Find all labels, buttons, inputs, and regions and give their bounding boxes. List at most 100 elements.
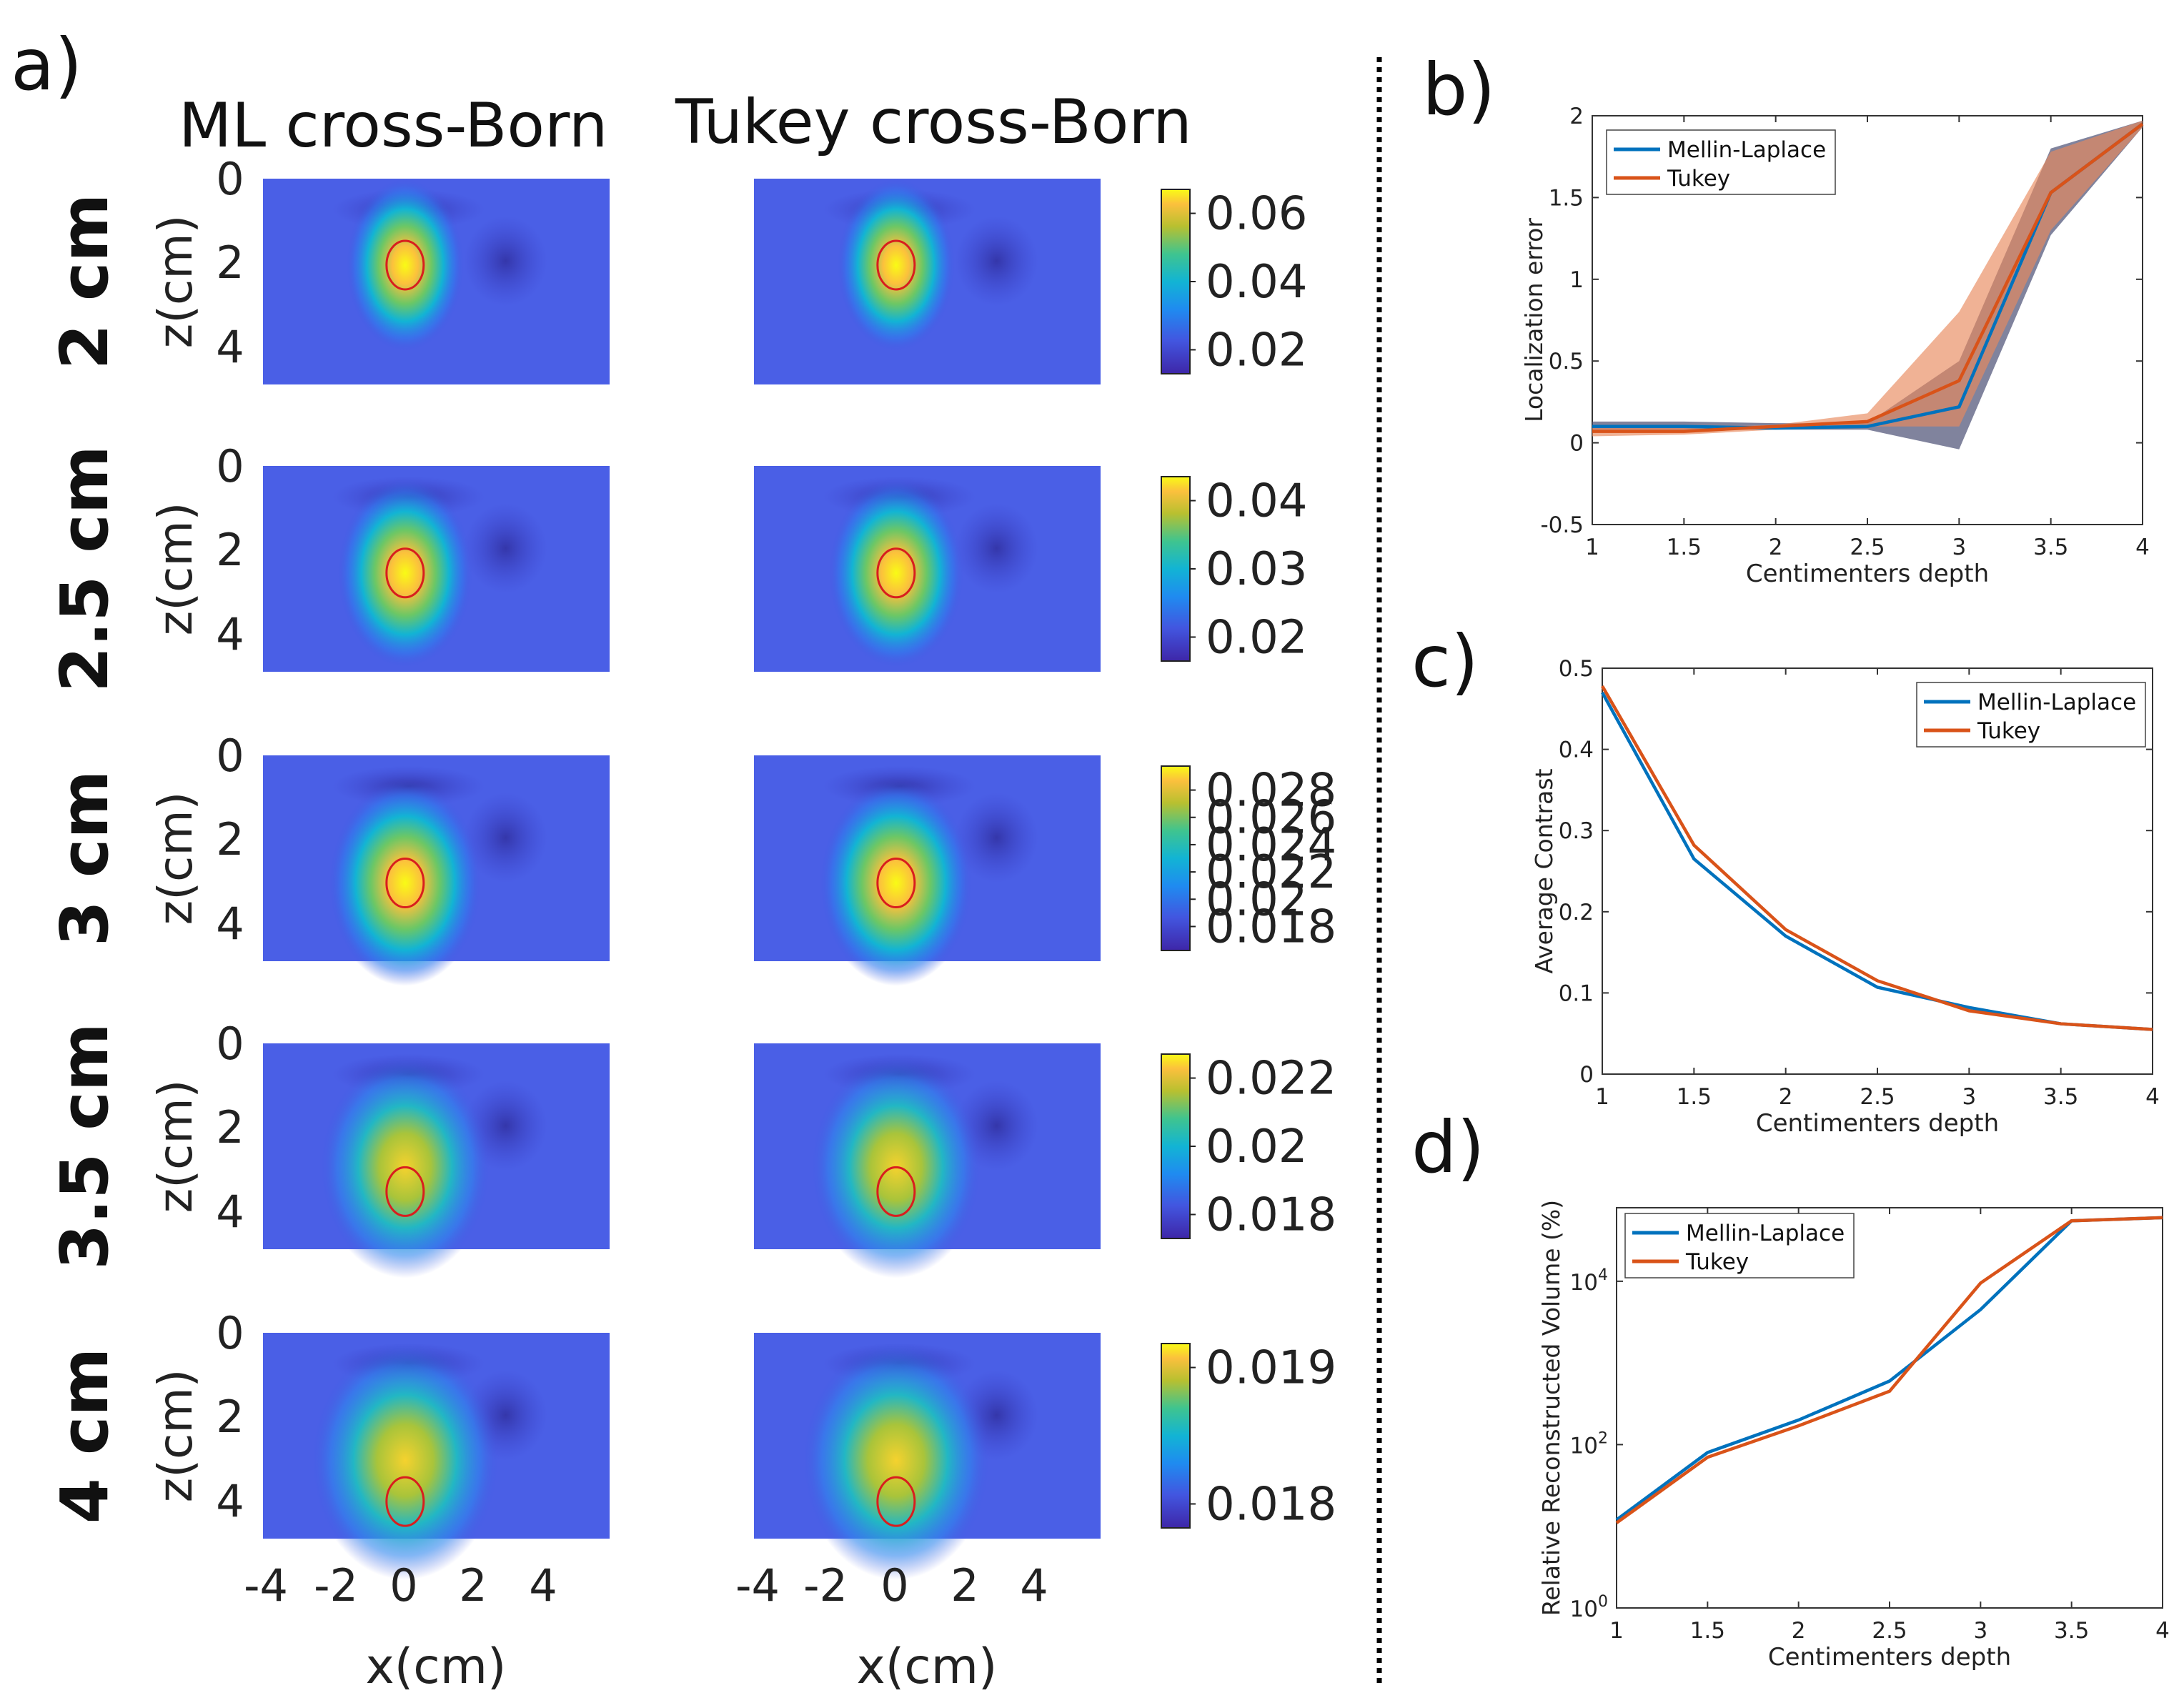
low-region — [464, 215, 547, 307]
panel-a-label: a) — [11, 23, 82, 106]
colorbar — [1161, 765, 1191, 951]
colorbar-tick-label: 0.024 — [1206, 819, 1336, 872]
colorbar-tick-label: 0.04 — [1206, 475, 1308, 528]
y-tick-label: 1 — [1569, 267, 1584, 293]
reconstruction-blob — [820, 780, 973, 986]
x-tick: -2 — [803, 1559, 848, 1612]
true-inclusion-outline — [876, 239, 916, 291]
x-tick-label: 1.5 — [1690, 1618, 1725, 1644]
y-axis-label: Localization error — [1520, 218, 1548, 422]
legend-entry: Tukey — [1685, 1249, 1749, 1275]
legend-box — [1916, 682, 2146, 748]
x-axis-label: Centimenters depth — [1746, 560, 1989, 588]
row-label: 2.5 cm — [46, 445, 123, 692]
panel-label: c) — [1411, 620, 1479, 703]
reconstruction-blob — [346, 179, 465, 352]
x-tick-label: 1 — [1609, 1618, 1624, 1644]
y-tick-label: 0 — [1569, 431, 1584, 457]
heatmap-row: 4 cm z(cm)0 2 4 0.019 0.018 — [46, 1307, 1336, 1580]
legend-entry: Mellin-Laplace — [1686, 1221, 1845, 1246]
col-title-tukey: Tukey cross-Born — [675, 86, 1192, 158]
x-tick-label: 4 — [2155, 1618, 2170, 1644]
true-inclusion-outline — [876, 547, 916, 599]
colorbar-tick-label: 0.02 — [1206, 611, 1308, 664]
y-tick: 0 — [216, 730, 244, 782]
y-tick-label: 2 — [1569, 104, 1584, 129]
colorbar-tick-label: 0.022 — [1206, 1053, 1336, 1106]
true-inclusion-outline — [876, 1476, 916, 1527]
colorbar-tick-label: 0.018 — [1206, 900, 1336, 953]
panel-label: d) — [1411, 1106, 1485, 1189]
reconstruction-blob — [837, 179, 956, 352]
x-tick-label: 1 — [1585, 535, 1599, 560]
colorbar-tick-label: 0.019 — [1206, 1342, 1336, 1395]
low-region — [955, 215, 1038, 307]
x-axis-label: Centimenters depth — [1768, 1643, 2011, 1672]
y-tick: 0 — [216, 153, 244, 205]
heatmap-ml — [263, 1333, 610, 1580]
x-axis-label-tukey: x(cm) — [857, 1639, 998, 1695]
x-axis-label: Centimenters depth — [1756, 1109, 1999, 1138]
heatmap-tukey — [754, 466, 1101, 672]
colorbar — [1161, 476, 1191, 662]
true-inclusion-outline — [876, 858, 916, 909]
y-tick: 2 — [216, 1101, 244, 1153]
x-tick: 0 — [880, 1559, 908, 1612]
y-tick-label: 0.2 — [1559, 900, 1594, 925]
y-axis-label: Average Contrast — [1530, 768, 1558, 973]
true-inclusion-outline — [385, 547, 425, 599]
series-line-tukey — [1592, 122, 2144, 433]
plot-d: d) 1 1.5 2 2.5 3 3.5 4 100 102 104 Centimenters dep… — [1411, 1106, 2170, 1672]
y-tick-label: 100 — [1570, 1593, 1608, 1622]
colorbar-tick-label: 0.022 — [1206, 846, 1336, 899]
heatmap-ml — [263, 755, 610, 986]
y-tick-label: 0 — [1579, 1062, 1594, 1088]
x-tick-label: 3.5 — [2033, 535, 2068, 560]
colorbar-tick-label: 0.02 — [1206, 324, 1308, 377]
heatmap-tukey — [754, 1333, 1101, 1580]
x-tick-label: 2.5 — [1850, 535, 1885, 560]
series-line-tukey — [1601, 685, 2153, 1031]
row-label: 3.5 cm — [46, 1023, 123, 1269]
x-tick: -4 — [244, 1559, 288, 1612]
y-tick-label: 1.5 — [1549, 185, 1584, 211]
colorbar-tick-label: 0.018 — [1206, 1188, 1336, 1241]
true-inclusion-outline — [385, 1476, 425, 1527]
error-band-tukey — [1592, 120, 2143, 437]
true-inclusion-outline — [385, 239, 425, 291]
y-tick: 2 — [216, 1391, 244, 1443]
colorbar — [1161, 189, 1191, 374]
plot-c: c) 1 1.5 2 2.5 3 3.5 4 0 0.1 0.2 0.3 0.4 0.5 Centiment… — [1411, 620, 2160, 1138]
colorbar — [1161, 1343, 1191, 1529]
y-tick-label: -0.5 — [1541, 512, 1584, 538]
legend-entry: Tukey — [1977, 718, 2040, 744]
col-title-ml: ML cross-Born — [179, 90, 607, 162]
reconstruction-blob — [337, 478, 473, 668]
x-tick-label: 2.5 — [1872, 1618, 1907, 1644]
x-tick: 0 — [389, 1559, 417, 1612]
low-region — [464, 792, 547, 883]
y-tick-label: 102 — [1570, 1429, 1608, 1459]
x-tick-label: 3.5 — [2043, 1084, 2078, 1110]
y-tick: 0 — [216, 1307, 244, 1359]
colorbar-tick-label: 0.04 — [1206, 256, 1308, 309]
x-tick: -2 — [314, 1559, 358, 1612]
low-region — [955, 502, 1038, 594]
colorbar-tick-label: 0.02 — [1206, 873, 1308, 926]
legend: Mellin-Laplace Tukey — [1916, 682, 2146, 748]
row-label: 2 cm — [46, 194, 123, 369]
true-inclusion-outline — [385, 858, 425, 909]
low-region — [955, 792, 1038, 883]
x-tick: -4 — [735, 1559, 780, 1612]
y-tick-label: 104 — [1570, 1266, 1608, 1296]
heatmap-row: 2 cm z(cm)0 2 4 0.06 0.04 0.02 — [46, 153, 1308, 384]
reconstruction-blob — [802, 1341, 990, 1580]
x-tick-label: 2 — [1792, 1618, 1806, 1644]
series-line-tukey — [1615, 1216, 2163, 1524]
x-tick: 4 — [529, 1559, 557, 1612]
x-tick-label: 1.5 — [1677, 1084, 1712, 1110]
colorbar-tick-label: 0.03 — [1206, 543, 1308, 596]
reconstruction-blob — [828, 478, 964, 668]
y-tick: 4 — [216, 321, 244, 373]
